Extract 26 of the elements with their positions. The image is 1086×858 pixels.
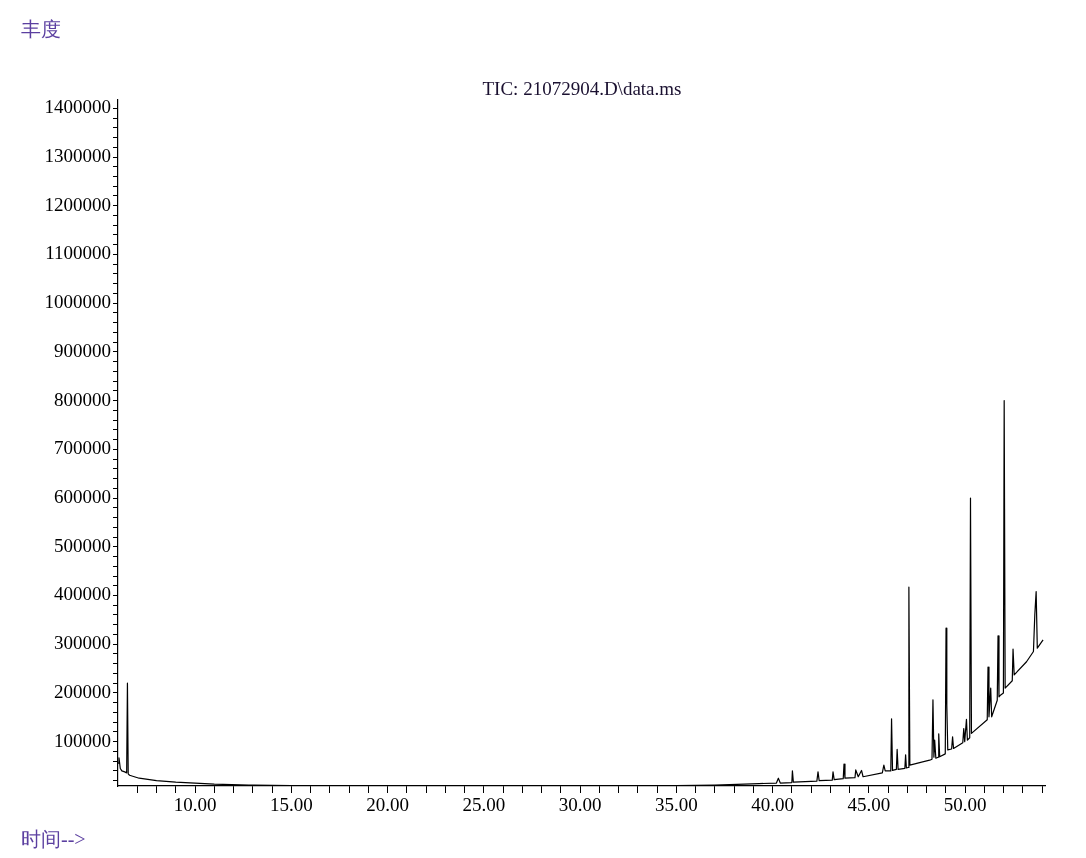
x-tick-label: 10.00	[173, 794, 217, 816]
y-tick-label: 1000000	[44, 291, 111, 313]
y-tick-label: 800000	[54, 388, 111, 410]
x-tick-label: 50.00	[943, 794, 987, 816]
y-tick-label: 100000	[54, 729, 111, 751]
y-tick-label: 900000	[54, 339, 111, 361]
y-axis-title: 丰度	[21, 17, 61, 42]
x-tick-label: 25.00	[462, 794, 506, 816]
x-tick-label: 45.00	[847, 794, 891, 816]
y-tick-label: 200000	[54, 680, 111, 702]
x-axis-title: 时间-->	[21, 827, 86, 852]
y-tick-label: 1200000	[44, 193, 111, 215]
y-tick-label: 700000	[54, 437, 111, 459]
y-tick-label: 600000	[54, 486, 111, 508]
y-tick-label: 500000	[54, 534, 111, 556]
x-tick-label: 35.00	[654, 794, 698, 816]
y-tick-label: 1400000	[44, 96, 111, 118]
y-tick-label: 300000	[54, 632, 111, 654]
x-tick-label: 20.00	[366, 794, 409, 816]
y-tick-label: 1100000	[45, 242, 111, 264]
x-tick-label: 40.00	[751, 794, 794, 816]
y-tick-label: 1300000	[44, 144, 111, 166]
x-tick-label: 30.00	[558, 794, 602, 816]
chart-title: TIC: 21072904.D\data.ms	[481, 78, 683, 100]
x-tick-label: 15.00	[269, 794, 313, 816]
y-tick-label: 400000	[54, 583, 111, 605]
